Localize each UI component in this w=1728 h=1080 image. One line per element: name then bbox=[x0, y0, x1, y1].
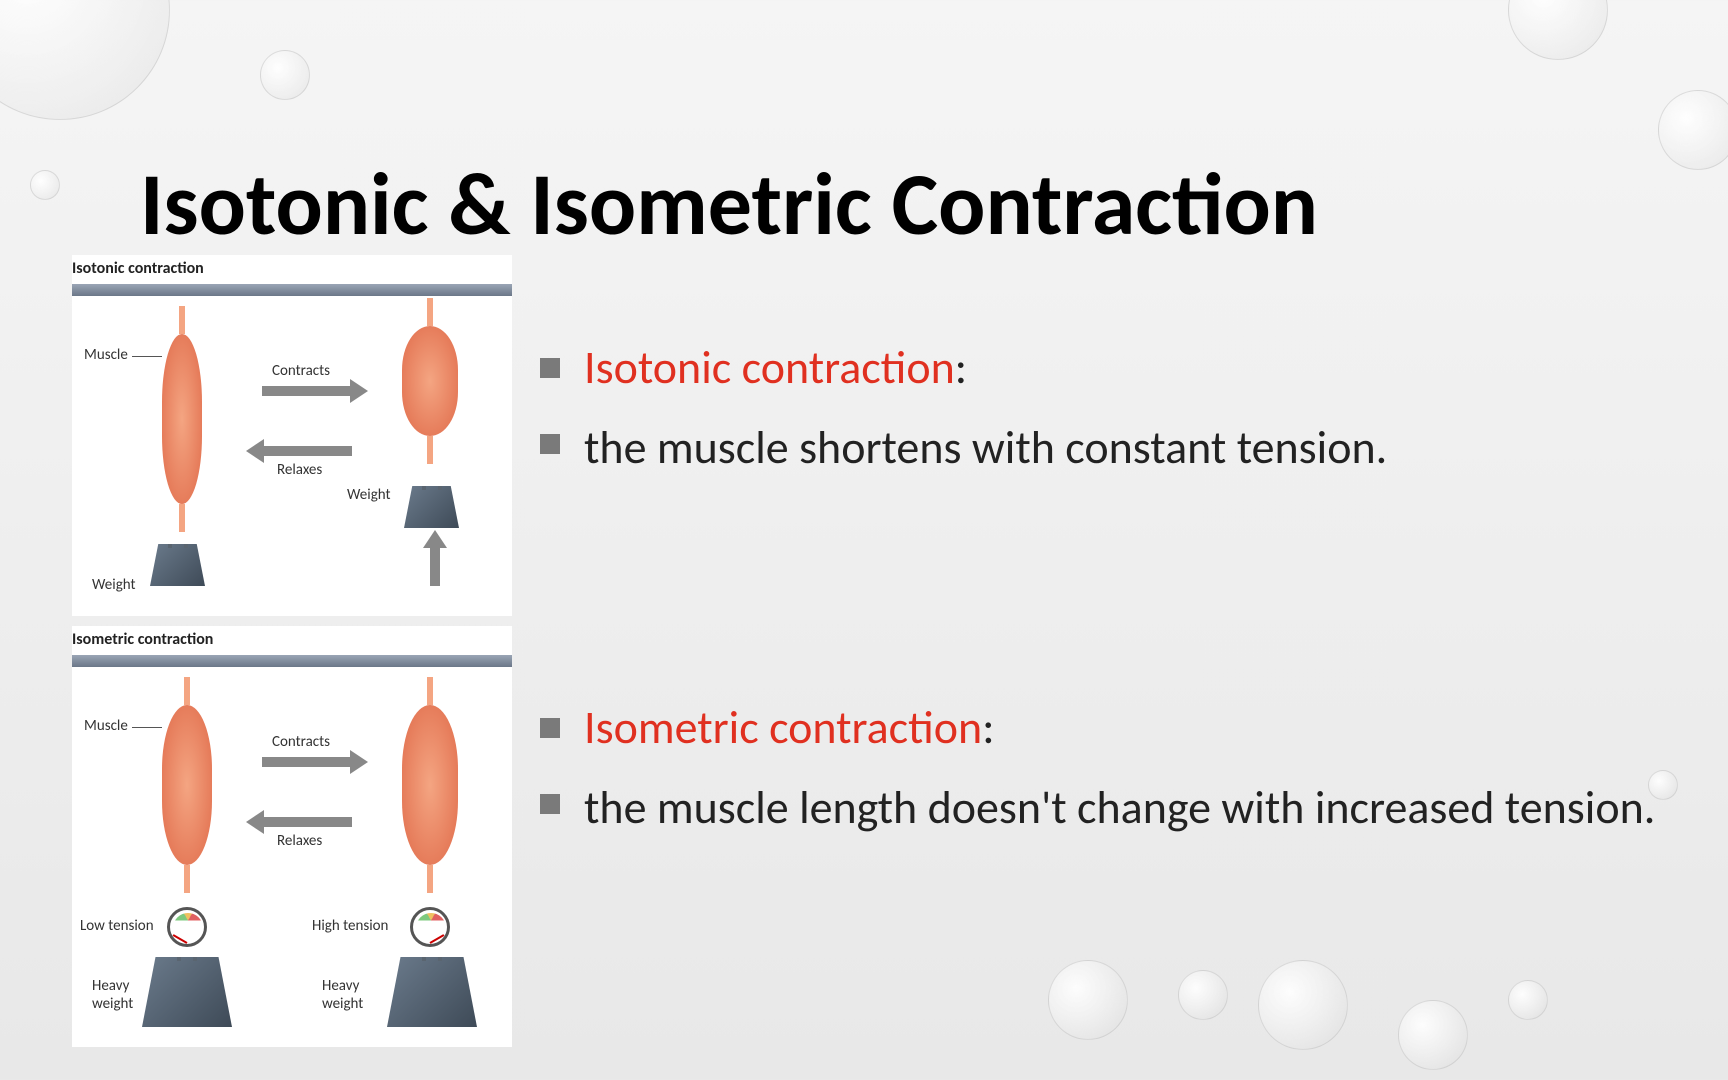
weight-right-label: Weight bbox=[347, 486, 391, 504]
leader-line bbox=[132, 727, 162, 728]
weight-left-label: Weight bbox=[92, 576, 136, 594]
muscle-relaxed-icon bbox=[162, 334, 202, 504]
bullet-list: Isotonic contraction: the muscle shorten… bbox=[540, 340, 1700, 861]
decor-bubble bbox=[1178, 970, 1228, 1020]
bullet-marker-icon bbox=[540, 794, 560, 814]
fixed-bar bbox=[72, 655, 512, 667]
relaxes-arrow-icon bbox=[262, 446, 352, 456]
heavy-left-label: Heavy weight bbox=[92, 977, 133, 1013]
bullet-isotonic-body: the muscle shortens with constant tensio… bbox=[540, 416, 1700, 480]
isometric-title: Isometric contraction bbox=[72, 626, 512, 655]
isotonic-title: Isotonic contraction bbox=[72, 255, 512, 284]
isotonic-diagram: Isotonic contraction Muscle Weight Weigh… bbox=[72, 255, 512, 616]
bullet-isometric-heading: Isometric contraction: bbox=[540, 700, 1700, 756]
isometric-body-text: the muscle length doesn't change with in… bbox=[584, 776, 1655, 840]
muscle-contracted-icon bbox=[402, 326, 458, 436]
isometric-heading-text: Isometric contraction bbox=[584, 700, 982, 756]
muscle-high-tension-icon bbox=[402, 705, 458, 865]
decor-bubble bbox=[1508, 0, 1608, 60]
muscle-label: Muscle bbox=[84, 346, 128, 364]
heavy-weight-icon bbox=[142, 957, 232, 1027]
contracts-label: Contracts bbox=[272, 733, 330, 751]
muscle-low-tension-icon bbox=[162, 705, 212, 865]
gauge-low-icon bbox=[167, 907, 207, 947]
weight-icon bbox=[150, 544, 205, 586]
bullet-isometric-body: the muscle length doesn't change with in… bbox=[540, 776, 1700, 840]
decor-bubble bbox=[260, 50, 310, 100]
bullet-marker-icon bbox=[540, 358, 560, 378]
relaxes-arrow-icon bbox=[262, 817, 352, 827]
isometric-diagram: Isometric contraction Muscle Low tension… bbox=[72, 626, 512, 1047]
low-tension-label: Low tension bbox=[80, 917, 154, 935]
decor-bubble bbox=[0, 0, 170, 120]
bullet-marker-icon bbox=[540, 718, 560, 738]
muscle-label: Muscle bbox=[84, 717, 128, 735]
bullet-isotonic-heading: Isotonic contraction: bbox=[540, 340, 1700, 396]
colon: : bbox=[982, 700, 994, 756]
fixed-bar bbox=[72, 284, 512, 296]
heavy-right-label: Heavy weight bbox=[322, 977, 363, 1013]
relaxes-label: Relaxes bbox=[277, 832, 322, 850]
high-tension-label: High tension bbox=[312, 917, 388, 935]
slide-title: Isotonic & Isometric Contraction bbox=[140, 150, 1318, 258]
colon: : bbox=[955, 340, 967, 396]
diagram-panel: Isotonic contraction Muscle Weight Weigh… bbox=[72, 255, 512, 1055]
leader-line bbox=[132, 356, 162, 357]
heavy-weight-icon bbox=[387, 957, 477, 1027]
contracts-label: Contracts bbox=[272, 362, 330, 380]
up-arrow-icon bbox=[430, 546, 440, 586]
weight-icon bbox=[404, 486, 459, 528]
isotonic-heading-text: Isotonic contraction bbox=[584, 340, 955, 396]
contracts-arrow-icon bbox=[262, 386, 352, 396]
decor-bubble bbox=[30, 170, 60, 200]
decor-bubble bbox=[1048, 960, 1128, 1040]
decor-bubble bbox=[1258, 960, 1348, 1050]
decor-bubble bbox=[1508, 980, 1548, 1020]
decor-bubble bbox=[1658, 90, 1728, 170]
decor-bubble bbox=[1398, 1000, 1468, 1070]
isotonic-body-text: the muscle shortens with constant tensio… bbox=[584, 416, 1387, 480]
bullet-marker-icon bbox=[540, 434, 560, 454]
contracts-arrow-icon bbox=[262, 757, 352, 767]
gauge-high-icon bbox=[410, 907, 450, 947]
relaxes-label: Relaxes bbox=[277, 461, 322, 479]
